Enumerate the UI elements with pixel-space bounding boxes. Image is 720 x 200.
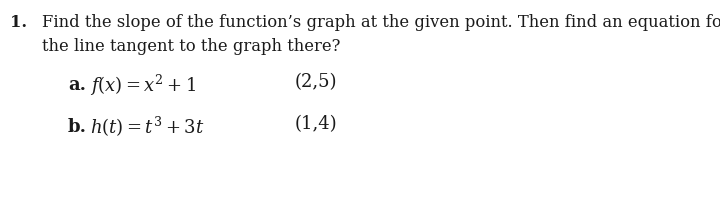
Text: $h(t) = t^3 + 3t$: $h(t) = t^3 + 3t$ xyxy=(90,114,204,138)
Text: b.: b. xyxy=(68,117,87,135)
Text: (1,4): (1,4) xyxy=(295,114,338,132)
Text: (2,5): (2,5) xyxy=(295,73,338,91)
Text: a.: a. xyxy=(68,76,86,94)
Text: the line tangent to the graph there?: the line tangent to the graph there? xyxy=(42,38,341,55)
Text: Find the slope of the function’s graph at the given point. Then find an equation: Find the slope of the function’s graph a… xyxy=(42,14,720,31)
Text: 1.: 1. xyxy=(10,14,27,31)
Text: $f(x) = x^2 + 1$: $f(x) = x^2 + 1$ xyxy=(90,73,196,98)
